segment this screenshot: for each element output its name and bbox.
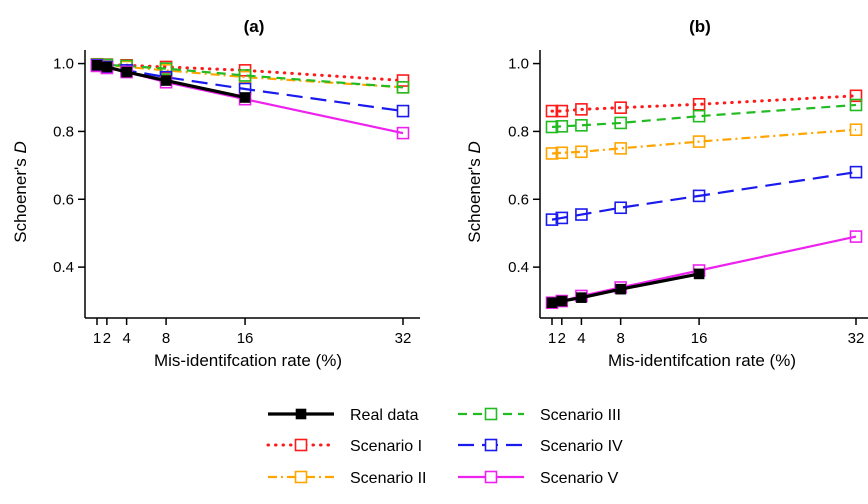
y-tick-label: 0.4 — [53, 259, 74, 276]
series-line — [551, 171, 857, 221]
x-tick-label: 4 — [577, 330, 585, 347]
data-point — [396, 126, 410, 140]
y-tick-label: 1.0 — [508, 56, 529, 73]
data-point — [545, 147, 559, 160]
x-tick-label: 16 — [691, 330, 708, 347]
data-point — [546, 297, 558, 309]
y-tick-label: 0.8 — [508, 123, 529, 140]
x-tick-label: 2 — [558, 330, 566, 347]
legend-label: Scenario III — [540, 407, 621, 424]
data-point — [575, 208, 588, 221]
data-point — [238, 69, 252, 82]
panel-b: (b) 0.4 0.6 0.8 1.0 1 2 4 8 16 32 Mis-identifcation… — [465, 17, 868, 370]
data-point — [849, 89, 863, 103]
series-scenario-ii — [545, 123, 863, 160]
series-line — [550, 94, 858, 113]
legend-label: Scenario I — [350, 438, 422, 455]
panel-a: (a) 0.4 0.6 0.8 1.0 1 2 4 8 16 32 Mis-identifcation… — [11, 17, 420, 370]
legend-label: Scenario V — [540, 470, 619, 487]
series-line — [551, 103, 857, 129]
x-tick-label: 8 — [616, 330, 624, 347]
data-point — [555, 120, 569, 133]
legend-marker — [295, 408, 307, 420]
data-point — [614, 201, 627, 215]
y-tick-label: 0.8 — [53, 123, 74, 140]
y-tick-label: 0.4 — [508, 259, 529, 276]
data-point — [614, 116, 627, 130]
legend-label: Scenario II — [350, 470, 426, 487]
series-line — [551, 128, 857, 155]
data-point — [692, 97, 706, 111]
data-point — [614, 101, 627, 114]
legend-marker — [294, 438, 308, 452]
legend-marker — [484, 407, 498, 421]
data-point — [545, 120, 559, 134]
data-point — [615, 283, 626, 295]
data-point — [849, 98, 863, 112]
data-point — [692, 135, 706, 148]
series-scenario-i — [545, 89, 863, 118]
series-scenario-iv — [545, 165, 863, 226]
x-tick-label: 2 — [103, 330, 111, 347]
legend-label: Real data — [350, 407, 419, 424]
legend-item-scenario-ii: Scenario II — [268, 470, 426, 487]
data-point — [575, 103, 588, 116]
data-point — [576, 292, 587, 303]
series-real-data — [546, 268, 705, 309]
data-point — [396, 81, 410, 94]
data-point — [91, 59, 103, 71]
data-point — [239, 92, 251, 103]
data-point — [849, 165, 863, 179]
x-axis-title: Mis-identifcation rate (%) — [154, 351, 342, 370]
x-tick-label: 1 — [93, 330, 101, 347]
data-point — [693, 268, 705, 280]
data-point — [849, 230, 863, 243]
data-point — [555, 104, 569, 118]
data-point — [614, 142, 627, 155]
x-tick-label: 32 — [848, 330, 865, 347]
legend: Real data Scenario I Scenario II Scenario I… — [266, 407, 623, 487]
panel-title: (b) — [689, 17, 711, 36]
data-point — [396, 104, 410, 118]
y-axis-title: Schoener's D — [11, 141, 30, 243]
y-axis-title: Schoener's D — [465, 141, 484, 243]
x-axis-title: Mis-identifcation rate (%) — [608, 351, 796, 370]
x-tick-label: 16 — [237, 330, 254, 347]
data-point — [692, 189, 706, 203]
data-point — [121, 66, 132, 78]
data-point — [849, 123, 863, 137]
legend-item-scenario-v: Scenario V — [458, 470, 619, 487]
legend-marker — [294, 470, 308, 484]
legend-item-real-data: Real data — [268, 407, 419, 424]
x-tick-label: 1 — [548, 330, 556, 347]
legend-item-scenario-i: Scenario I — [266, 438, 422, 455]
data-point — [101, 61, 113, 73]
panel-title: (a) — [244, 17, 265, 36]
data-point — [545, 104, 559, 118]
y-tick-label: 0.6 — [53, 191, 74, 208]
data-point — [159, 62, 173, 75]
x-tick-label: 8 — [162, 330, 170, 347]
data-point — [555, 211, 569, 225]
data-point — [556, 295, 568, 307]
x-tick-label: 32 — [395, 330, 412, 347]
legend-marker — [484, 438, 498, 452]
data-point — [545, 213, 559, 226]
x-tick-label: 4 — [122, 330, 130, 347]
data-point — [396, 74, 410, 87]
legend-label: Scenario IV — [540, 438, 623, 455]
y-tick-label: 1.0 — [53, 56, 74, 73]
y-tick-label: 0.6 — [508, 191, 529, 208]
legend-marker — [484, 470, 498, 484]
legend-item-scenario-iii: Scenario III — [458, 407, 621, 424]
series-scenario-iii — [545, 98, 863, 134]
data-point — [575, 145, 588, 159]
data-point — [160, 75, 172, 86]
data-point — [555, 146, 569, 160]
series-real-data — [91, 59, 251, 103]
data-point — [575, 119, 588, 132]
legend-item-scenario-iv: Scenario IV — [458, 438, 623, 455]
data-point — [692, 109, 706, 123]
